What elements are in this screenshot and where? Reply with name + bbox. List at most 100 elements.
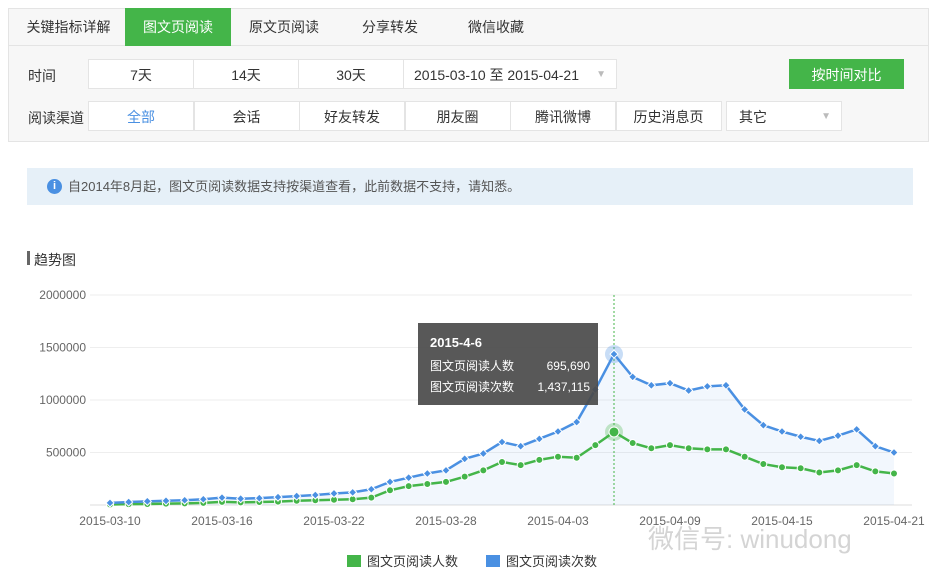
section-title: 趋势图 xyxy=(34,252,76,268)
point xyxy=(871,467,880,476)
point xyxy=(478,448,489,459)
point xyxy=(702,381,713,392)
tooltip xyxy=(418,323,598,405)
point xyxy=(721,380,731,391)
tab[interactable]: 关键指标详解 xyxy=(26,19,111,35)
point xyxy=(441,465,451,476)
point xyxy=(310,490,321,500)
point xyxy=(179,495,190,505)
point xyxy=(516,461,525,470)
x-tick-label: 2015-04-15 xyxy=(751,514,813,528)
point xyxy=(291,491,302,501)
point xyxy=(608,426,620,438)
x-tick-label: 2015-03-28 xyxy=(415,514,477,528)
point xyxy=(423,480,432,488)
point xyxy=(385,477,395,487)
point xyxy=(515,441,526,451)
channel-option[interactable]: 腾讯微博 xyxy=(510,101,616,131)
tab[interactable]: 原文页阅读 xyxy=(249,19,319,35)
point xyxy=(273,492,283,502)
channel-other[interactable]: 其它 ▼ xyxy=(726,101,842,131)
point xyxy=(665,378,675,388)
point xyxy=(571,417,582,427)
x-tick-label: 2015-03-16 xyxy=(191,514,253,528)
point xyxy=(254,493,265,503)
x-tick-label: 2015-03-10 xyxy=(79,514,141,528)
point xyxy=(535,455,544,464)
notice-bar: i 自2014年8月起，图文页阅读数据支持按渠道查看，此前数据不支持，请知悉。 xyxy=(27,168,913,205)
point xyxy=(142,496,153,507)
y-tick-label: 500000 xyxy=(46,446,86,460)
point xyxy=(460,472,469,481)
tooltip-value: 1,437,115 xyxy=(538,380,591,394)
point xyxy=(815,468,824,477)
point xyxy=(386,486,394,495)
point xyxy=(814,436,825,446)
date-range[interactable]: 2015-03-10 至 2015-04-21 ▼ xyxy=(403,59,617,89)
point xyxy=(851,424,862,435)
point xyxy=(722,445,730,454)
point xyxy=(347,487,358,498)
legend-label: 图文页阅读次数 xyxy=(506,554,597,569)
point xyxy=(646,380,657,391)
channel-label: 阅读渠道 xyxy=(28,110,84,126)
point xyxy=(217,492,227,503)
point xyxy=(647,444,656,453)
tab[interactable]: 分享转发 xyxy=(362,19,418,35)
point xyxy=(796,464,805,473)
point xyxy=(403,472,414,483)
channel-option[interactable]: 全部 xyxy=(88,101,194,131)
legend-label: 图文页阅读人数 xyxy=(367,554,458,569)
compare-button[interactable]: 按时间对比 xyxy=(789,59,904,89)
point xyxy=(442,477,450,486)
point xyxy=(666,441,674,450)
point xyxy=(329,488,339,499)
point xyxy=(105,498,115,508)
point xyxy=(123,497,134,507)
x-tick-label: 2015-03-22 xyxy=(303,514,365,528)
channel-option[interactable]: 会话 xyxy=(193,101,300,131)
point xyxy=(703,445,712,454)
channel-option[interactable]: 历史消息页 xyxy=(615,101,722,131)
point xyxy=(852,461,861,470)
time-option[interactable]: 14天 xyxy=(193,59,299,89)
point xyxy=(684,444,693,453)
point xyxy=(870,441,881,451)
notice-text: 自2014年8月起，图文页阅读数据支持按渠道查看，此前数据不支持，请知悉。 xyxy=(68,179,521,194)
info-icon: i xyxy=(47,179,62,194)
time-option[interactable]: 7天 xyxy=(88,59,194,89)
point xyxy=(161,496,171,506)
point xyxy=(198,494,209,504)
point xyxy=(479,466,488,475)
point xyxy=(554,452,562,461)
y-tick-label: 1000000 xyxy=(39,393,86,407)
point xyxy=(628,439,637,448)
point xyxy=(683,385,694,396)
dropdown-arrow: ▼ xyxy=(821,111,831,122)
point xyxy=(497,437,507,447)
point xyxy=(498,457,506,466)
point xyxy=(833,430,843,441)
time-label: 时间 xyxy=(28,68,56,84)
point xyxy=(740,452,749,461)
point xyxy=(422,468,433,479)
tab[interactable]: 图文页阅读 xyxy=(125,8,231,46)
point xyxy=(235,493,246,504)
time-option[interactable]: 30天 xyxy=(298,59,404,89)
point xyxy=(777,426,787,437)
point xyxy=(572,453,581,462)
point xyxy=(795,432,806,442)
channel-option[interactable]: 好友转发 xyxy=(299,101,405,131)
point xyxy=(367,493,376,502)
point xyxy=(534,434,545,444)
tooltip-name: 图文页阅读人数 xyxy=(430,358,514,373)
area xyxy=(110,354,894,505)
tab[interactable]: 微信收藏 xyxy=(468,19,524,35)
channel-option[interactable]: 朋友圈 xyxy=(404,101,511,131)
point xyxy=(627,372,638,382)
date-range-text: 2015-03-10 至 2015-04-21 xyxy=(414,67,580,83)
point xyxy=(609,349,619,359)
watermark: 微信号: winudong xyxy=(648,524,852,554)
